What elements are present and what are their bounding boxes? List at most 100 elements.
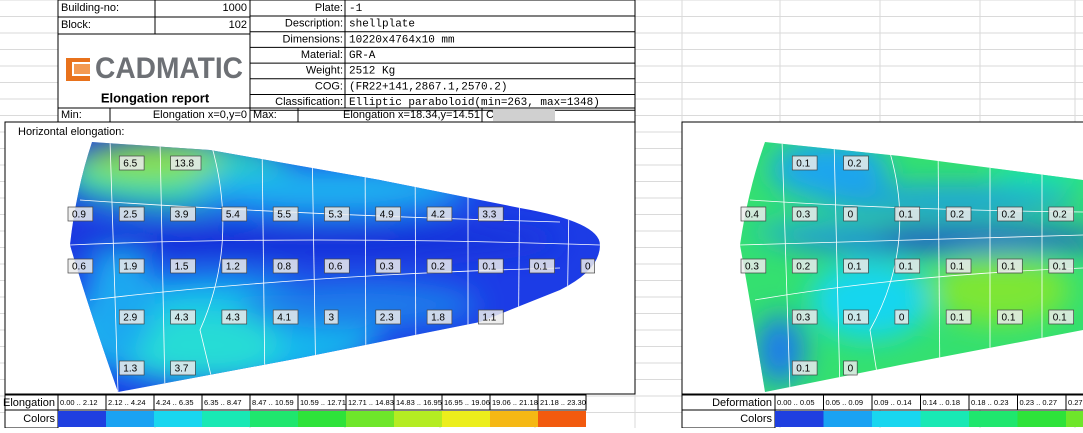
label-box bbox=[324, 206, 350, 222]
value-label: 3.3 bbox=[482, 210, 496, 221]
fields: Plate: -1 Description: shellplate Dimensions… bbox=[250, 2, 635, 111]
value-label: 0.2 bbox=[796, 262, 810, 273]
value-label: 1.9 bbox=[123, 262, 137, 273]
value-label: 0.1 bbox=[899, 210, 913, 221]
label-box bbox=[170, 258, 196, 274]
value: 10220x4764x10 mm bbox=[349, 34, 455, 46]
legend-swatch bbox=[920, 411, 969, 427]
value-label: 0.1 bbox=[950, 313, 964, 324]
legends: Elongation Colors 0.00 .. 2.12 2.12 .. 4.24… bbox=[3, 394, 1083, 429]
value-label: 1.3 bbox=[123, 364, 137, 375]
label-box bbox=[324, 258, 350, 274]
label: Classification: bbox=[275, 96, 343, 108]
legend-swatch bbox=[202, 411, 250, 427]
label-box bbox=[426, 309, 453, 325]
legend-range: 6.35 .. 8.47 bbox=[204, 398, 242, 407]
legend-range: 4.24 .. 6.35 bbox=[156, 398, 194, 407]
legend-name: Elongation bbox=[3, 397, 55, 409]
label-box bbox=[791, 360, 818, 376]
value: 2512 Kg bbox=[349, 66, 395, 78]
value: 1000 bbox=[223, 2, 247, 14]
label-box bbox=[170, 206, 196, 222]
legend-swatch bbox=[394, 411, 442, 427]
value-label: 0.1 bbox=[899, 262, 913, 273]
legend-range: 0.00 .. 2.12 bbox=[60, 398, 98, 407]
label-box bbox=[375, 309, 401, 325]
value: shellplate bbox=[349, 19, 415, 31]
value-label: 4.9 bbox=[380, 210, 394, 221]
panel-title: Horizontal elongation: bbox=[18, 126, 124, 138]
value: (FR22+141,2867.1,2570.2) bbox=[349, 81, 507, 93]
value-label: 0.6 bbox=[72, 262, 86, 273]
label: Building-no: bbox=[61, 2, 119, 14]
label-box bbox=[997, 206, 1023, 222]
legend-swatch bbox=[969, 411, 1018, 427]
label-box bbox=[791, 155, 818, 171]
legend-range: 21.18 .. 23.30 bbox=[540, 398, 586, 407]
legend-range: 16.95 .. 19.06 bbox=[444, 398, 490, 407]
value-label: 0.1 bbox=[1053, 262, 1067, 273]
legend-swatch bbox=[298, 411, 346, 427]
value-label: 2.9 bbox=[123, 313, 137, 324]
value-label: 4.1 bbox=[277, 313, 291, 324]
legend-swatch bbox=[154, 411, 202, 427]
legend-range: 19.06 .. 21.18 bbox=[492, 398, 538, 407]
label-box bbox=[67, 258, 94, 274]
legend-range: 0.00 .. 0.05 bbox=[777, 398, 815, 407]
label-box bbox=[67, 206, 94, 222]
legend-range: 8.47 .. 10.59 bbox=[252, 398, 294, 407]
label-box bbox=[324, 309, 339, 325]
value-label: 0 bbox=[848, 210, 854, 221]
value: 102 bbox=[229, 19, 247, 31]
value-label: 0 bbox=[848, 364, 854, 375]
label-box bbox=[843, 258, 869, 274]
value-label: 0.1 bbox=[1002, 262, 1016, 273]
legend-range: 14.83 .. 16.95 bbox=[396, 398, 442, 407]
value: Elongation x=0,y=0 bbox=[153, 109, 247, 121]
label-box bbox=[221, 309, 248, 325]
label-box bbox=[272, 309, 299, 325]
value-label: 0.9 bbox=[72, 210, 86, 221]
label-box bbox=[894, 206, 921, 222]
label-box bbox=[272, 206, 299, 222]
legend-cell bbox=[537, 394, 587, 411]
label-box bbox=[170, 360, 196, 376]
label-box bbox=[740, 206, 767, 222]
label-box bbox=[118, 258, 145, 274]
legend-range: 0.23 .. 0.27 bbox=[1020, 398, 1058, 407]
value-label: 0.2 bbox=[1053, 210, 1067, 221]
label-box bbox=[478, 206, 504, 222]
value-label: 0.1 bbox=[1002, 313, 1016, 324]
value-label: 0.1 bbox=[796, 159, 810, 170]
value-label: 3.7 bbox=[175, 364, 189, 375]
label-box bbox=[945, 258, 972, 274]
legend-swatch bbox=[1017, 411, 1066, 427]
label: Block: bbox=[61, 19, 91, 31]
legend-range: 0.09 .. 0.14 bbox=[874, 398, 912, 407]
label-box bbox=[945, 206, 972, 222]
value-label: 0.8 bbox=[277, 262, 291, 273]
label-box bbox=[945, 309, 972, 325]
legend-swatch bbox=[106, 411, 154, 427]
value-label: 3.9 bbox=[175, 210, 189, 221]
label-box bbox=[118, 206, 145, 222]
value-label: 4.3 bbox=[175, 313, 189, 324]
label: Description: bbox=[285, 18, 343, 30]
value-label: 5.3 bbox=[329, 210, 343, 221]
legend-range: 0.14 .. 0.18 bbox=[923, 398, 961, 407]
label: Material: bbox=[301, 49, 343, 61]
value-label: 0.4 bbox=[745, 210, 759, 221]
value: GR-A bbox=[349, 50, 376, 62]
label-box bbox=[170, 309, 196, 325]
legend-range: 10.59 .. 12.71 bbox=[300, 398, 346, 407]
value: -1 bbox=[349, 3, 363, 15]
value-label: 0.1 bbox=[482, 262, 496, 273]
value-label: 0.6 bbox=[329, 262, 343, 273]
value-label: 3 bbox=[329, 313, 335, 324]
label-box bbox=[740, 258, 767, 274]
value-label: 13.8 bbox=[175, 159, 195, 170]
value: Elliptic paraboloid(min=263, max=1348) bbox=[349, 97, 600, 109]
value-label: 0.2 bbox=[431, 262, 445, 273]
